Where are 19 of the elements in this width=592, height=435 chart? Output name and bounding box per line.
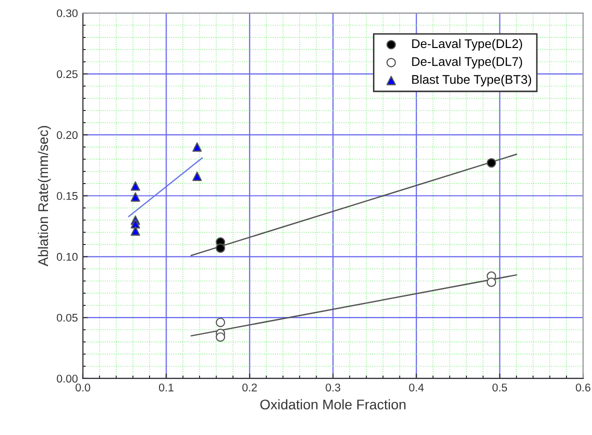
y-tick-label: 0.25 — [56, 70, 78, 78]
y-axis-title: Ablation Rate(mm/sec) — [38, 126, 51, 266]
x-tick-label: 0.2 — [242, 384, 257, 392]
y-tick-label: 0.05 — [56, 314, 78, 322]
y-tick-label: 0.30 — [56, 9, 78, 18]
x-tick-label: 0.4 — [409, 384, 424, 392]
legend-label: Blast Tube Type(BT3) — [412, 74, 532, 86]
x-tick-label: 0.0 — [76, 384, 90, 392]
y-tick-label: 0.15 — [56, 192, 78, 200]
y-tick-label: 0.00 — [56, 374, 78, 383]
y-tick-label: 0.10 — [56, 252, 78, 261]
y-tick-label: 0.20 — [56, 131, 78, 139]
x-axis-title: Oxidation Mole Fraction — [260, 399, 406, 410]
x-tick-label: 0.3 — [326, 384, 340, 392]
legend-label: De-Laval Type(DL7) — [412, 56, 522, 68]
x-tick-label: 0.6 — [576, 384, 590, 392]
x-tick-label: 0.5 — [492, 384, 508, 392]
x-tick-label: 0.1 — [158, 384, 174, 392]
legend-label: De-Laval Type(DL2) — [412, 38, 522, 51]
